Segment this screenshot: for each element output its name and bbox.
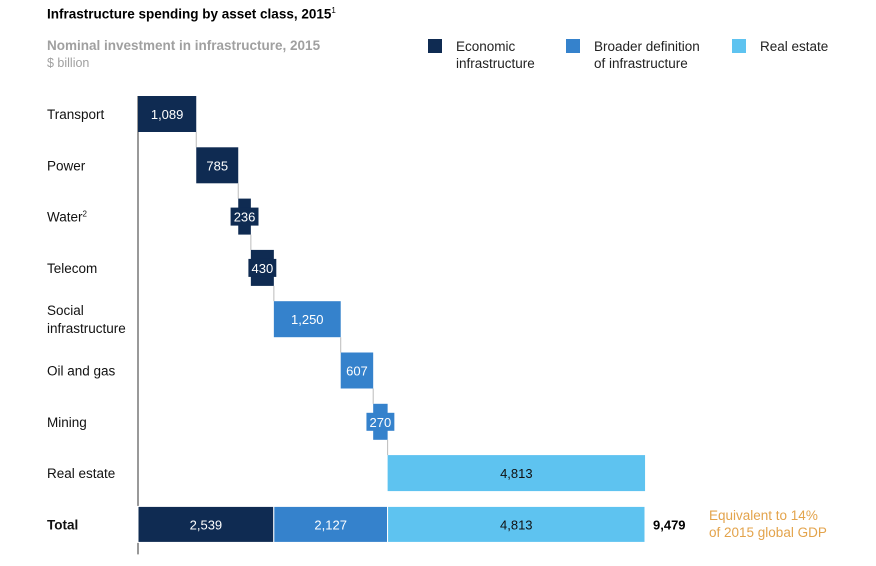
total-value-label-economic-infrastructure: 2,539 [190, 517, 223, 532]
legend-label-economic: Economic infrastructure [456, 39, 535, 71]
category-label-telecom: Telecom [47, 261, 97, 276]
legend-swatch-broader [566, 39, 580, 53]
legend-label-real-estate: Real estate [760, 39, 829, 54]
value-label-power: 785 [206, 158, 228, 173]
legend-label-broader: Broader definition of infrastructure [594, 39, 700, 71]
category-label-water: Water2 [47, 210, 88, 225]
unit-label: $ billion [47, 56, 90, 70]
chart-title: Infrastructure spending by asset class, … [47, 6, 336, 22]
bar-real-estate [387, 455, 646, 492]
total-bar-economic-infrastructure [137, 505, 275, 543]
category-label-mining: Mining [47, 415, 87, 430]
value-label-transport: 1,089 [151, 107, 184, 122]
category-label-oil-and-gas: Oil and gas [47, 364, 116, 379]
value-label-mining: 270 [370, 415, 392, 430]
category-label-transport: Transport [47, 107, 105, 122]
category-label-social-infrastructure: Social infrastructure [47, 303, 126, 336]
value-badge-water [230, 207, 259, 226]
chart-subtitle: Nominal investment in infrastructure, 20… [47, 38, 321, 53]
total-sum-label: 9,479 [653, 517, 686, 532]
value-label-real-estate: 4,813 [500, 466, 533, 481]
value-label-water: 236 [234, 210, 256, 225]
value-label-oil-and-gas: 607 [346, 364, 368, 379]
category-label-real-estate: Real estate [47, 466, 115, 481]
legend-item-broader: Broader definition of infrastructure [566, 38, 700, 72]
category-label-power: Power [47, 158, 86, 173]
category-label-total: Total [47, 517, 78, 532]
value-badge-mining [366, 412, 395, 431]
legend-item-economic: Economic infrastructure [428, 38, 535, 72]
legend-swatch-real-estate [732, 39, 746, 53]
legend-item-real-estate: Real estate [732, 38, 828, 55]
value-label-telecom: 430 [252, 261, 274, 276]
total-value-label-broader-definition-of-infrastructure: 2,127 [314, 517, 347, 532]
total-value-label-real-estate: 4,813 [500, 517, 533, 532]
bar-power [196, 147, 239, 184]
bar-oil-and-gas [340, 352, 374, 389]
bar-social-infrastructure [273, 301, 341, 338]
gdp-note: Equivalent to 14% of 2015 global GDP [709, 508, 827, 540]
value-badge-telecom [248, 258, 277, 277]
title-footnote-marker: 1 [331, 6, 336, 15]
bar-transport [138, 96, 197, 132]
total-bar-real-estate [387, 505, 646, 543]
legend-swatch-economic [428, 39, 442, 53]
value-label-social-infrastructure: 1,250 [291, 312, 324, 327]
total-bar-broader-definition-of-infrastructure [273, 505, 389, 543]
